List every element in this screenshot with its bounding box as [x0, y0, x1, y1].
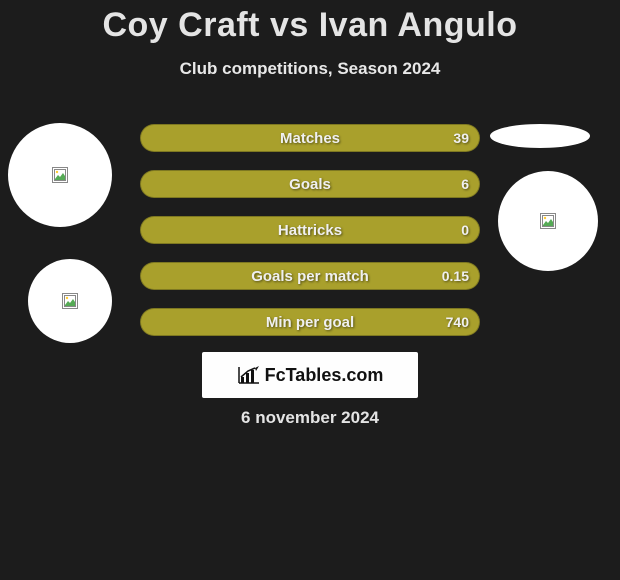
avatar-bottom-left	[28, 259, 112, 343]
page-subtitle: Club competitions, Season 2024	[0, 59, 620, 79]
stat-label: Goals per match	[141, 263, 479, 289]
broken-image-icon	[540, 213, 556, 229]
stat-value-right: 0	[461, 217, 469, 243]
stat-label: Min per goal	[141, 309, 479, 335]
stat-label: Matches	[141, 125, 479, 151]
stat-row: Goals per match0.15	[140, 262, 480, 290]
stat-row: Matches39	[140, 124, 480, 152]
footer-date: 6 november 2024	[0, 408, 620, 428]
page-title: Coy Craft vs Ivan Angulo	[0, 0, 620, 45]
broken-image-icon	[62, 293, 78, 309]
avatar-top-right	[490, 124, 590, 148]
stat-value-right: 740	[446, 309, 469, 335]
avatar-mid-right	[498, 171, 598, 271]
broken-image-icon	[52, 167, 68, 183]
stat-label: Hattricks	[141, 217, 479, 243]
stat-value-right: 0.15	[442, 263, 469, 289]
stat-row: Min per goal740	[140, 308, 480, 336]
avatar-top-left	[8, 123, 112, 227]
stat-label: Goals	[141, 171, 479, 197]
logo-box: FcTables.com	[202, 352, 418, 398]
stat-row: Hattricks0	[140, 216, 480, 244]
stat-value-right: 39	[453, 125, 469, 151]
stats-container: Matches39 Goals6 Hattricks0 Goals per match…	[140, 124, 480, 354]
stat-value-right: 6	[461, 171, 469, 197]
stat-row: Goals6	[140, 170, 480, 198]
logo-text: FcTables.com	[265, 365, 384, 386]
chart-icon	[237, 365, 261, 385]
